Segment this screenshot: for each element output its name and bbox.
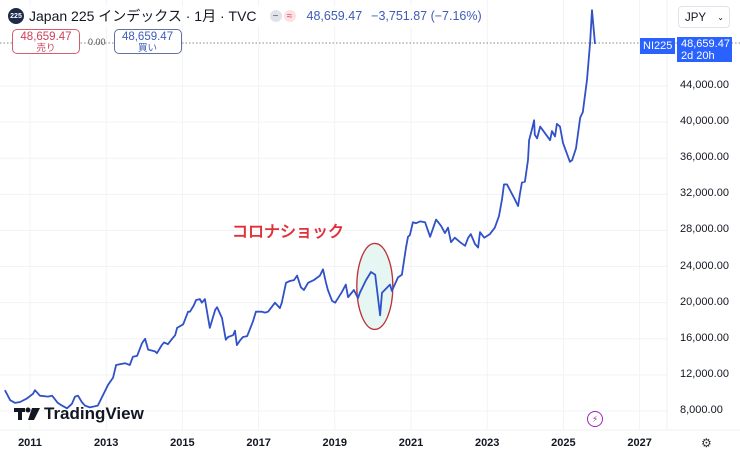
y-tick-label: 28,000.00: [680, 223, 729, 236]
x-tick-label: 2019: [322, 437, 348, 449]
y-tick-label: 40,000.00: [680, 115, 729, 128]
watermark-text: TradingView: [44, 404, 144, 423]
minus-icon[interactable]: −: [269, 10, 282, 22]
symbol-logo: 225: [8, 8, 24, 24]
sell-button[interactable]: 48,659.47 売り: [12, 29, 80, 54]
y-tick-label: 8,000.00: [680, 404, 723, 416]
y-tick-label: 16,000.00: [680, 331, 729, 344]
covid-highlight-ellipse: [356, 242, 394, 331]
buy-button[interactable]: 48,659.47 買い: [113, 29, 182, 54]
chevron-down-icon: ⌄: [717, 13, 724, 22]
tradingview-watermark: TradingView: [14, 404, 144, 424]
last-price: 48,659.47: [306, 9, 363, 23]
x-tick-label: 2011: [18, 437, 42, 449]
y-tick-label: 44,000.00: [680, 78, 729, 91]
x-tick-label: 2021: [398, 437, 424, 449]
tag-price: 48,659.47: [681, 38, 730, 50]
y-tick-label: 24,000.00: [680, 259, 729, 272]
symbol-price-tag: NI225: [640, 38, 676, 54]
symbol-header: 225 Japan 225 インデックス · 1月 · TVC − ≈ 48,65…: [8, 6, 482, 26]
price-line: [4, 9, 596, 410]
trade-panel: 48,659.47 売り 0.00 48,659.47 買い: [12, 29, 182, 54]
tradingview-logo-icon: [14, 407, 40, 420]
approx-icon[interactable]: ≈: [283, 10, 296, 22]
settings-icon[interactable]: ⚙: [701, 436, 712, 450]
x-tick-label: 2015: [170, 437, 195, 449]
sell-price: 48,659.47: [20, 31, 72, 43]
x-tick-label: 2017: [246, 437, 271, 449]
covid-shock-annotation: コロナショック: [232, 224, 345, 241]
x-tick-label: 2027: [627, 437, 652, 449]
y-tick-label: 32,000.00: [680, 187, 729, 200]
last-price-tag: 48,659.47 2d 20h: [677, 37, 732, 62]
y-tick-label: 12,000.00: [680, 367, 729, 380]
sell-label: 売り: [36, 43, 56, 54]
buy-label: 買い: [138, 43, 158, 54]
buy-price: 48,659.47: [121, 31, 174, 43]
y-tick-label: 20,000.00: [680, 295, 729, 308]
y-tick-label: 36,000.00: [680, 151, 729, 164]
symbol-title[interactable]: Japan 225 インデックス · 1月 · TVC: [29, 8, 257, 24]
x-tick-label: 2025: [551, 437, 576, 449]
bar-countdown: 2d 20h: [681, 50, 715, 62]
x-tick-label: 2023: [474, 437, 500, 449]
lightning-icon[interactable]: ⚡: [587, 411, 603, 427]
spread: 0.00: [88, 36, 106, 47]
currency-select[interactable]: JPY ⌄: [678, 6, 730, 28]
price-change: −3,751.87 (−7.16%): [371, 9, 482, 23]
x-tick-label: 2013: [93, 437, 119, 449]
currency-value: JPY: [685, 12, 707, 24]
